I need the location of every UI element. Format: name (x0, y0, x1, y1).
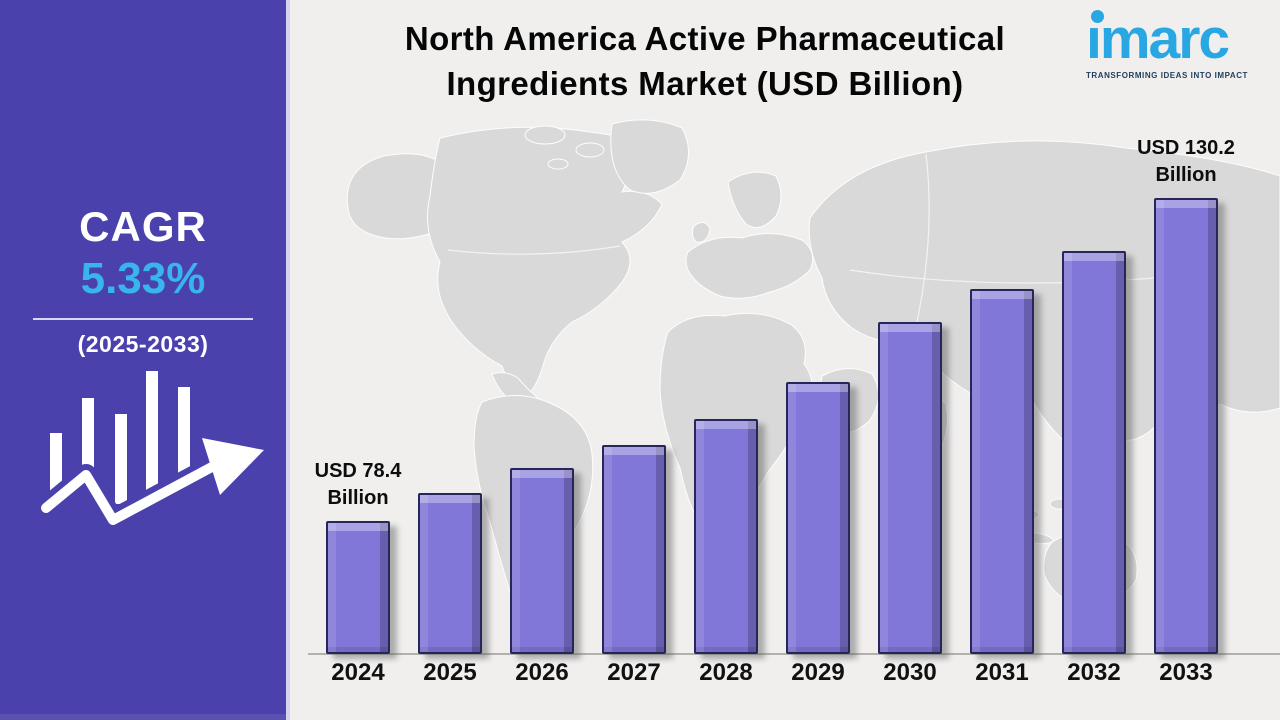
bar-2029 (786, 382, 850, 654)
bar-2025 (418, 493, 482, 654)
bar-2032 (1062, 251, 1126, 654)
logo-dot-icon (1091, 10, 1104, 23)
year-label-2033: 2033 (1159, 659, 1213, 686)
bars-row: USD 78.4 Billion 2024 2025 2026 2027 2028 2029 2… (315, 137, 1235, 686)
year-label-2026: 2026 (515, 659, 569, 686)
divider-line (33, 318, 253, 320)
panel-bottom-strip (0, 714, 286, 720)
bar-2030 (878, 322, 942, 654)
chart-area: USD 78.4 Billion 2024 2025 2026 2027 2028 2029 2… (290, 0, 1280, 720)
bar-column-2025: 2025 (418, 493, 482, 686)
chart-title-line1: North America Active Pharmaceutical (404, 20, 1006, 57)
bar-2031 (970, 289, 1034, 654)
x-axis-line (308, 653, 1280, 655)
cagr-label: CAGR (79, 203, 207, 250)
bar-2033: USD 130.2 Billion (1137, 137, 1235, 654)
year-label-2031: 2031 (975, 659, 1029, 686)
bar-column-2029: 2029 (786, 382, 850, 686)
logo-tagline: TRANSFORMING IDEAS INTO IMPACT (1086, 71, 1248, 80)
bar-2027 (602, 445, 666, 654)
bar-column-2027: 2027 (602, 445, 666, 686)
bar-2028 (694, 419, 758, 654)
chart-title: North America Active Pharmaceutical Ingr… (340, 16, 1070, 106)
bar-column-2031: 2031 (970, 289, 1034, 686)
bar-column-2032: 2032 (1062, 251, 1126, 686)
bar-column-2026: 2026 (510, 468, 574, 686)
bar-column-2024: USD 78.4 Billion 2024 (315, 460, 402, 686)
panel-edge-divider (286, 0, 290, 720)
year-label-2024: 2024 (331, 659, 385, 686)
growth-chart-icon (38, 371, 264, 527)
year-label-2028: 2028 (699, 659, 753, 686)
year-label-2027: 2027 (607, 659, 661, 686)
bar-column-2030: 2030 (878, 322, 942, 686)
left-panel: CAGR 5.33% (2025-2033) (0, 0, 286, 720)
value-label-2033: USD 130.2 Billion (1137, 137, 1235, 186)
bar-2024: USD 78.4 Billion (315, 460, 401, 654)
year-label-2029: 2029 (791, 659, 845, 686)
year-label-2030: 2030 (883, 659, 937, 686)
value-label-2024: USD 78.4 Billion (314, 460, 402, 509)
bar-column-2028: 2028 (694, 419, 758, 686)
year-label-2025: 2025 (423, 659, 477, 686)
bar-2026 (510, 468, 574, 654)
chart-title-line2: Ingredients Market (USD Billion) (446, 65, 964, 102)
cagr-value: 5.33% (80, 254, 206, 303)
bar-column-2033: USD 130.2 Billion 2033 (1137, 137, 1235, 686)
cagr-period: (2025-2033) (77, 331, 209, 357)
year-label-2032: 2032 (1067, 659, 1121, 686)
logo-wordmark: ımarc (1086, 7, 1230, 71)
imarc-logo: ımarc TRANSFORMING IDEAS INTO IMPACT (1086, 4, 1264, 80)
